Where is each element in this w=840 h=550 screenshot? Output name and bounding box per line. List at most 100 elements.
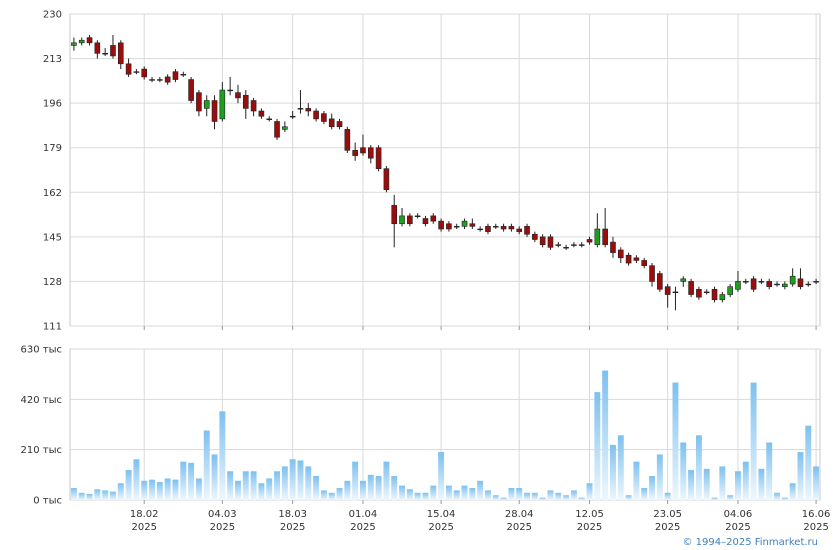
x-tick-label: 15.04 2025 bbox=[427, 509, 456, 533]
volume-bar bbox=[656, 454, 663, 500]
x-tick-label: 01.04 2025 bbox=[349, 509, 378, 533]
x-tick-label: 16.06 2025 bbox=[802, 509, 831, 533]
candle-body bbox=[297, 108, 304, 110]
y-tick-label: 0 тыс bbox=[33, 496, 62, 507]
volume-bar bbox=[235, 480, 241, 500]
candle-body bbox=[227, 89, 233, 92]
candle-body bbox=[672, 291, 679, 294]
candle-body bbox=[789, 275, 796, 285]
candle-body bbox=[703, 291, 710, 294]
candle-body bbox=[94, 42, 101, 54]
candle-body bbox=[524, 226, 530, 235]
candle-body bbox=[813, 281, 819, 283]
volume-bar bbox=[735, 471, 741, 500]
candle-body bbox=[649, 265, 655, 282]
y-tick-label: 111 bbox=[43, 322, 62, 333]
candle-body bbox=[407, 215, 413, 225]
volume-bar bbox=[719, 466, 726, 500]
candle-body bbox=[641, 260, 648, 266]
volume-bar bbox=[805, 425, 812, 500]
volume-bar bbox=[555, 492, 562, 500]
candle-body bbox=[258, 110, 265, 117]
volume-bar bbox=[188, 462, 195, 500]
candle-body bbox=[500, 226, 507, 230]
volume-bar bbox=[70, 488, 77, 500]
candle-body bbox=[196, 92, 202, 112]
candle-body bbox=[586, 239, 593, 243]
candle-body bbox=[477, 228, 483, 231]
candle-body bbox=[774, 283, 780, 286]
candle-body bbox=[336, 121, 343, 128]
volume-bar bbox=[742, 461, 749, 500]
volume-bar bbox=[391, 476, 398, 500]
volume-bar bbox=[539, 497, 546, 500]
volume-bar bbox=[695, 435, 702, 500]
candle-body bbox=[742, 281, 749, 283]
volume-bar bbox=[563, 495, 570, 500]
x-tick-label: 18.03 2025 bbox=[278, 509, 307, 533]
candle-body bbox=[719, 294, 726, 301]
candle-body bbox=[117, 42, 124, 65]
volume-bar bbox=[750, 382, 757, 500]
candle-body bbox=[250, 100, 257, 112]
volume-bar bbox=[461, 485, 468, 500]
volume-bar bbox=[445, 485, 452, 500]
candle-body bbox=[414, 215, 421, 217]
copyright[interactable]: © 1994–2025 Finmarket.ru bbox=[682, 537, 818, 548]
volume-bar bbox=[110, 491, 116, 500]
candle-body bbox=[508, 226, 515, 230]
candle-body bbox=[86, 37, 93, 44]
volume-bar bbox=[352, 461, 359, 500]
volume-bar bbox=[711, 497, 718, 500]
candle-body bbox=[219, 89, 226, 120]
volume-bar bbox=[133, 459, 140, 500]
candle-body bbox=[446, 223, 452, 230]
volume-bar bbox=[258, 483, 265, 500]
candle-body bbox=[305, 108, 312, 112]
volume-bar bbox=[477, 480, 484, 500]
candle-body bbox=[164, 76, 171, 83]
candle-body bbox=[102, 53, 108, 55]
candle-body bbox=[688, 281, 694, 295]
volume-bar bbox=[633, 461, 640, 500]
volume-bar bbox=[813, 466, 820, 500]
candle-body bbox=[430, 215, 437, 222]
volume-bar bbox=[320, 490, 327, 500]
candle-body bbox=[461, 220, 468, 227]
volume-bar bbox=[758, 468, 765, 500]
volume-bar bbox=[141, 480, 148, 500]
candle-body bbox=[360, 147, 366, 154]
volume-bar bbox=[453, 490, 460, 500]
candle-body bbox=[235, 92, 241, 99]
candle-body bbox=[180, 74, 187, 76]
volume-bar bbox=[180, 461, 187, 500]
candle-body bbox=[391, 205, 398, 225]
volume-bar bbox=[367, 474, 374, 500]
candle-body bbox=[735, 281, 741, 290]
volume-bar bbox=[219, 411, 226, 500]
candle-body bbox=[485, 226, 491, 232]
y-tick-label: 196 bbox=[43, 99, 62, 110]
y-tick-label: 230 bbox=[43, 10, 62, 21]
candle-body bbox=[453, 226, 460, 228]
volume-bar bbox=[344, 480, 351, 500]
volume-bar bbox=[102, 490, 109, 500]
candle-body bbox=[110, 45, 116, 57]
candle-body bbox=[328, 118, 335, 128]
candle-body bbox=[242, 94, 249, 109]
volume-bar bbox=[649, 476, 655, 500]
volume-bar bbox=[414, 492, 421, 500]
candle-body bbox=[625, 254, 632, 264]
volume-bar bbox=[774, 492, 780, 500]
volume-bar bbox=[383, 461, 390, 500]
volume-bar bbox=[570, 490, 577, 500]
candle-body bbox=[797, 278, 804, 287]
candle-body bbox=[399, 215, 405, 225]
volume-bar bbox=[328, 492, 335, 500]
candle-body bbox=[375, 147, 382, 169]
volume-bar bbox=[508, 488, 515, 500]
candle-body bbox=[782, 283, 788, 287]
candle-body bbox=[133, 71, 140, 73]
candle-body bbox=[313, 110, 319, 120]
candle-body bbox=[141, 68, 148, 78]
